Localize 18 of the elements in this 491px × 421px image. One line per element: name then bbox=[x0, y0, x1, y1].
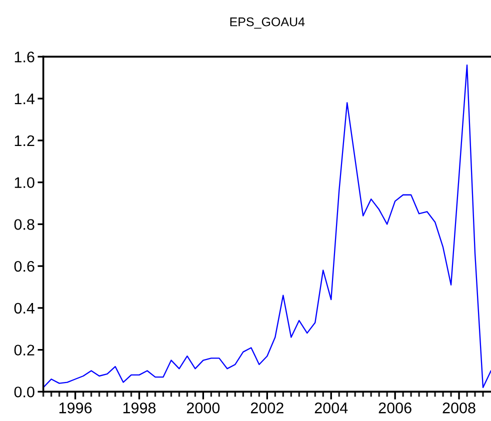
y-tick-label: 1.6 bbox=[14, 52, 34, 62]
y-tick-label: 1.0 bbox=[14, 177, 34, 188]
chart-title: EPS_GOAU4 bbox=[230, 17, 305, 29]
x-tick-label: 2000 bbox=[186, 402, 220, 414]
line-series bbox=[43, 64, 491, 388]
y-tick-label: 0.4 bbox=[14, 302, 35, 314]
y-tick-label: 0.0 bbox=[14, 386, 34, 398]
y-tick-label: 0.8 bbox=[14, 219, 34, 230]
y-tick-label: 1.2 bbox=[14, 135, 34, 146]
y-tick-label: 0.2 bbox=[14, 344, 34, 356]
x-tick-label: 1998 bbox=[123, 402, 156, 414]
x-tick-label: 2004 bbox=[314, 402, 348, 414]
x-tick-label: 2008 bbox=[442, 402, 476, 414]
x-tick-label: 2002 bbox=[250, 402, 284, 414]
y-tick-label: 1.4 bbox=[14, 94, 35, 104]
x-tick-label: 2006 bbox=[378, 402, 412, 414]
y-tick-label: 0.6 bbox=[14, 260, 34, 272]
x-tick-label: 1996 bbox=[59, 402, 92, 414]
